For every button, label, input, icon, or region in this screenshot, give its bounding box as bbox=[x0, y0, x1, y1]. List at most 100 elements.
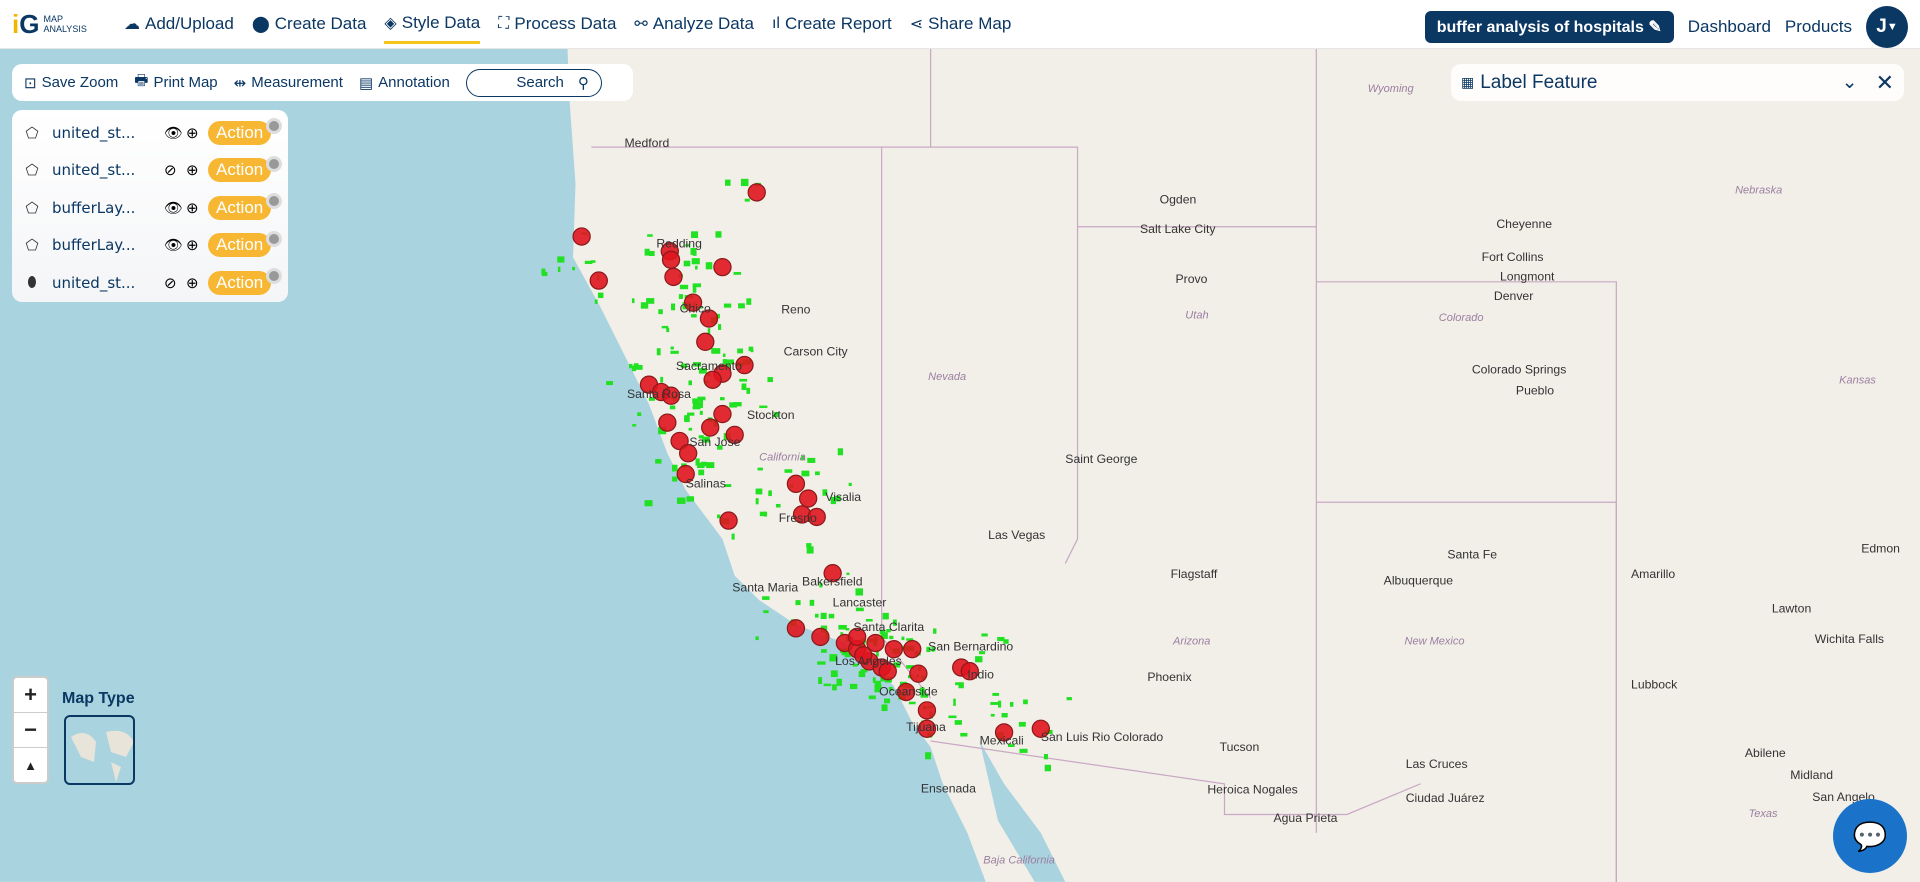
zoom-in-button[interactable]: + bbox=[14, 678, 47, 713]
feature-polygon[interactable] bbox=[739, 378, 748, 382]
zoom-to-layer-icon[interactable]: ⊕ bbox=[186, 274, 199, 292]
feature-polygon[interactable] bbox=[975, 656, 983, 663]
hospital-buffer[interactable] bbox=[701, 418, 720, 437]
feature-polygon[interactable] bbox=[821, 649, 827, 653]
feature-polygon[interactable] bbox=[860, 669, 868, 673]
products-link[interactable]: Products bbox=[1784, 17, 1852, 36]
feature-polygon[interactable] bbox=[845, 628, 850, 631]
feature-polygon[interactable] bbox=[658, 309, 663, 315]
feature-polygon[interactable] bbox=[738, 303, 745, 309]
feature-polygon[interactable] bbox=[759, 405, 768, 409]
feature-polygon[interactable] bbox=[688, 380, 692, 386]
feature-polygon[interactable] bbox=[1001, 713, 1008, 718]
feature-polygon[interactable] bbox=[644, 500, 653, 507]
feature-polygon[interactable] bbox=[979, 651, 986, 655]
feature-polygon[interactable] bbox=[686, 496, 695, 502]
feature-polygon[interactable] bbox=[838, 624, 847, 630]
feature-polygon[interactable] bbox=[926, 646, 931, 653]
feature-polygon[interactable] bbox=[823, 683, 832, 687]
hospital-buffer[interactable] bbox=[807, 507, 826, 527]
save-zoom-button[interactable]: ⊡ Save Zoom bbox=[24, 74, 118, 92]
feature-polygon[interactable] bbox=[718, 324, 722, 330]
feature-polygon[interactable] bbox=[773, 412, 779, 418]
feature-polygon[interactable] bbox=[801, 455, 806, 461]
feature-polygon[interactable] bbox=[1008, 744, 1015, 747]
feature-polygon[interactable] bbox=[954, 720, 962, 725]
hospital-buffer[interactable] bbox=[683, 293, 703, 312]
hospital-buffer[interactable] bbox=[903, 639, 922, 659]
action-button[interactable]: Action bbox=[208, 270, 272, 295]
zoom-to-layer-icon[interactable]: ⊕ bbox=[186, 124, 199, 142]
feature-polygon[interactable] bbox=[632, 424, 637, 427]
feature-polygon[interactable] bbox=[775, 503, 781, 508]
print-map-button[interactable]: 🖶 Print Map bbox=[134, 70, 217, 95]
feature-polygon[interactable] bbox=[637, 412, 642, 417]
feature-polygon[interactable] bbox=[846, 572, 850, 576]
feature-polygon[interactable] bbox=[661, 325, 669, 329]
feature-polygon[interactable] bbox=[726, 361, 730, 368]
feature-polygon[interactable] bbox=[744, 198, 750, 202]
feature-polygon[interactable] bbox=[844, 650, 851, 658]
feature-polygon[interactable] bbox=[706, 462, 715, 469]
zoom-to-layer-icon[interactable]: ⊕ bbox=[186, 199, 199, 217]
feature-polygon[interactable] bbox=[693, 362, 702, 367]
feature-polygon[interactable] bbox=[723, 303, 732, 308]
feature-polygon[interactable] bbox=[819, 582, 823, 588]
feature-polygon[interactable] bbox=[801, 470, 810, 477]
nav-style-data[interactable]: ◈ Style Data bbox=[384, 4, 481, 44]
feature-polygon[interactable] bbox=[656, 348, 661, 356]
feature-polygon[interactable] bbox=[541, 271, 548, 277]
feature-polygon[interactable] bbox=[806, 543, 812, 548]
eye-off-icon[interactable]: ⊘ bbox=[164, 162, 177, 180]
feature-polygon[interactable] bbox=[720, 397, 725, 401]
hospital-buffer[interactable] bbox=[572, 227, 591, 246]
reset-north-button[interactable]: ▲ bbox=[24, 757, 37, 773]
feature-polygon[interactable] bbox=[822, 489, 828, 496]
layer-toggle[interactable] bbox=[266, 118, 282, 134]
feature-polygon[interactable] bbox=[829, 654, 838, 662]
feature-polygon[interactable] bbox=[933, 628, 937, 634]
action-button[interactable]: Action bbox=[208, 233, 272, 258]
feature-polygon[interactable] bbox=[729, 402, 738, 408]
logo[interactable]: iG MAP ANALYSIS bbox=[12, 9, 112, 40]
feature-polygon[interactable] bbox=[631, 365, 637, 372]
feature-polygon[interactable] bbox=[882, 612, 889, 620]
hospital-buffer[interactable] bbox=[1031, 719, 1050, 738]
feature-polygon[interactable] bbox=[737, 348, 744, 354]
feature-polygon[interactable] bbox=[692, 250, 697, 256]
zoom-to-layer-icon[interactable]: ⊕ bbox=[186, 237, 199, 255]
feature-polygon[interactable] bbox=[1003, 639, 1009, 644]
feature-polygon[interactable] bbox=[848, 482, 852, 487]
feature-polygon[interactable] bbox=[881, 704, 888, 712]
feature-polygon[interactable] bbox=[671, 303, 676, 311]
feature-polygon[interactable] bbox=[992, 692, 1000, 696]
hospital-buffer[interactable] bbox=[713, 257, 732, 277]
feature-polygon[interactable] bbox=[687, 412, 695, 416]
feature-polygon[interactable] bbox=[768, 490, 772, 497]
feature-polygon[interactable] bbox=[692, 405, 701, 410]
feature-polygon[interactable] bbox=[906, 638, 914, 641]
action-button[interactable]: Action bbox=[208, 158, 272, 183]
feature-polygon[interactable] bbox=[678, 294, 683, 299]
feature-polygon[interactable] bbox=[679, 284, 689, 290]
feature-polygon[interactable] bbox=[755, 498, 759, 505]
measurement-button[interactable]: ⇹ Measurement bbox=[234, 74, 343, 92]
feature-polygon[interactable] bbox=[981, 633, 988, 637]
feature-polygon[interactable] bbox=[820, 612, 827, 620]
layer-toggle[interactable] bbox=[266, 155, 282, 172]
search-button[interactable]: Search ⚲ bbox=[465, 68, 602, 97]
feature-polygon[interactable] bbox=[830, 496, 837, 505]
eye-off-icon[interactable]: ⊘ bbox=[164, 274, 177, 292]
feature-polygon[interactable] bbox=[572, 266, 576, 271]
feature-polygon[interactable] bbox=[746, 387, 751, 394]
layer-name[interactable]: united_st... bbox=[52, 161, 136, 180]
feature-polygon[interactable] bbox=[707, 328, 711, 336]
feature-polygon[interactable] bbox=[635, 364, 643, 370]
feature-polygon[interactable] bbox=[717, 514, 721, 519]
nav-analyze-data[interactable]: ⚯ Analyze Data bbox=[634, 4, 754, 44]
feature-polygon[interactable] bbox=[725, 359, 734, 365]
feature-polygon[interactable] bbox=[692, 285, 697, 293]
hospital-buffer[interactable] bbox=[589, 271, 608, 290]
feature-polygon[interactable] bbox=[688, 427, 693, 431]
